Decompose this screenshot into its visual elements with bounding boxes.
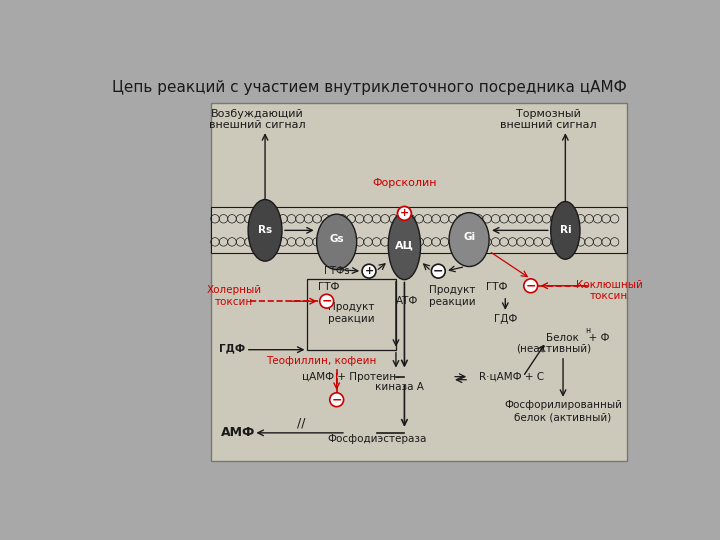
Text: Ri: Ri: [559, 225, 571, 235]
Text: +: +: [400, 208, 409, 218]
Text: АЦ: АЦ: [395, 241, 414, 251]
Text: Продукт
реакции: Продукт реакции: [429, 285, 475, 307]
Text: Фосфодиэстераза: Фосфодиэстераза: [327, 434, 426, 444]
Text: Теофиллин, кофеин: Теофиллин, кофеин: [266, 356, 377, 366]
Text: Gi: Gi: [463, 232, 475, 241]
Text: Возбуждающий
внешний сигнал: Возбуждающий внешний сигнал: [209, 109, 306, 130]
Text: −: −: [526, 279, 536, 292]
Text: киназа А: киназа А: [375, 382, 424, 393]
Ellipse shape: [551, 201, 580, 259]
Text: н: н: [585, 326, 590, 335]
Ellipse shape: [248, 200, 282, 261]
Text: Фосфорилированный
белок (активный): Фосфорилированный белок (активный): [504, 401, 622, 422]
Text: ГТФ: ГТФ: [486, 282, 508, 292]
Text: (неактивный): (неактивный): [516, 343, 591, 353]
Text: Белок   + Ф: Белок + Ф: [546, 333, 610, 343]
Circle shape: [397, 206, 411, 220]
Circle shape: [330, 393, 343, 407]
Bar: [211, 207, 627, 253]
Text: АМФ: АМФ: [221, 427, 256, 440]
Bar: [307, 279, 396, 350]
Bar: [211, 103, 627, 461]
Ellipse shape: [449, 213, 489, 267]
Text: Тормозный
внешний сигнал: Тормозный внешний сигнал: [500, 109, 597, 130]
Text: Rs: Rs: [258, 225, 272, 235]
Text: Холерный
токсин: Холерный токсин: [207, 285, 262, 307]
Text: цАМФ + Протеин-: цАМФ + Протеин-: [302, 372, 400, 382]
Ellipse shape: [317, 214, 356, 269]
Circle shape: [320, 294, 333, 308]
Text: //: //: [297, 416, 305, 429]
Text: АТФ: АТФ: [396, 296, 419, 306]
Text: −: −: [433, 265, 444, 278]
Circle shape: [431, 264, 445, 278]
Text: Форсколин: Форсколин: [372, 178, 436, 188]
Circle shape: [362, 264, 376, 278]
Text: Цепь реакций с участием внутриклеточного посредника цАМФ: Цепь реакций с участием внутриклеточного…: [112, 80, 626, 95]
Text: −: −: [321, 295, 332, 308]
Text: Gs: Gs: [329, 234, 344, 244]
Text: ГТФ: ГТФ: [318, 282, 340, 292]
Text: ГТФs: ГТФs: [324, 266, 349, 276]
Text: +: +: [364, 266, 374, 276]
Ellipse shape: [388, 212, 420, 280]
Text: Коклюшный
токсин: Коклюшный токсин: [576, 280, 643, 301]
Text: Продукт
реакции: Продукт реакции: [328, 302, 374, 323]
Text: −: −: [331, 393, 342, 406]
Circle shape: [523, 279, 538, 293]
Text: ГДФ: ГДФ: [494, 314, 517, 324]
Text: ГДФ: ГДФ: [219, 343, 245, 353]
Text: R·цАМФ + С: R·цАМФ + С: [479, 372, 544, 382]
